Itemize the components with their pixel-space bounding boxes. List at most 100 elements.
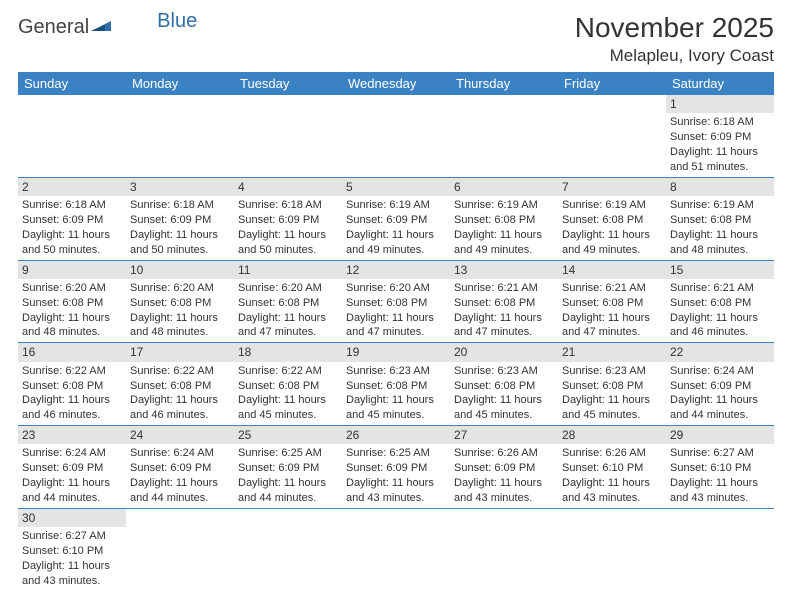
- day-details: Sunrise: 6:20 AMSunset: 6:08 PMDaylight:…: [234, 279, 342, 342]
- calendar-cell: 5Sunrise: 6:19 AMSunset: 6:09 PMDaylight…: [342, 177, 450, 260]
- day-details: Sunrise: 6:24 AMSunset: 6:09 PMDaylight:…: [126, 444, 234, 507]
- calendar-row: 2Sunrise: 6:18 AMSunset: 6:09 PMDaylight…: [18, 177, 774, 260]
- calendar-cell: 8Sunrise: 6:19 AMSunset: 6:08 PMDaylight…: [666, 177, 774, 260]
- day-details: Sunrise: 6:26 AMSunset: 6:09 PMDaylight:…: [450, 444, 558, 507]
- calendar-cell: 22Sunrise: 6:24 AMSunset: 6:09 PMDayligh…: [666, 343, 774, 426]
- calendar-cell: 2Sunrise: 6:18 AMSunset: 6:09 PMDaylight…: [18, 177, 126, 260]
- calendar-cell: 20Sunrise: 6:23 AMSunset: 6:08 PMDayligh…: [450, 343, 558, 426]
- calendar-row: 30Sunrise: 6:27 AMSunset: 6:10 PMDayligh…: [18, 508, 774, 590]
- day-details: Sunrise: 6:22 AMSunset: 6:08 PMDaylight:…: [126, 362, 234, 425]
- day-details: Sunrise: 6:18 AMSunset: 6:09 PMDaylight:…: [234, 196, 342, 259]
- calendar-cell: 13Sunrise: 6:21 AMSunset: 6:08 PMDayligh…: [450, 260, 558, 343]
- day-number: 19: [342, 343, 450, 361]
- calendar-cell: [342, 508, 450, 590]
- day-number: 2: [18, 178, 126, 196]
- day-details: Sunrise: 6:19 AMSunset: 6:08 PMDaylight:…: [558, 196, 666, 259]
- brand-part1: General: [18, 16, 89, 39]
- weekday-header-row: Sunday Monday Tuesday Wednesday Thursday…: [18, 72, 774, 95]
- day-details: Sunrise: 6:24 AMSunset: 6:09 PMDaylight:…: [666, 362, 774, 425]
- weekday-friday: Friday: [558, 72, 666, 95]
- calendar-cell: 4Sunrise: 6:18 AMSunset: 6:09 PMDaylight…: [234, 177, 342, 260]
- calendar-cell: 15Sunrise: 6:21 AMSunset: 6:08 PMDayligh…: [666, 260, 774, 343]
- calendar-grid: Sunday Monday Tuesday Wednesday Thursday…: [18, 72, 774, 591]
- day-details: Sunrise: 6:26 AMSunset: 6:10 PMDaylight:…: [558, 444, 666, 507]
- day-number: 24: [126, 426, 234, 444]
- day-details: Sunrise: 6:22 AMSunset: 6:08 PMDaylight:…: [234, 362, 342, 425]
- day-number: 4: [234, 178, 342, 196]
- day-details: Sunrise: 6:20 AMSunset: 6:08 PMDaylight:…: [18, 279, 126, 342]
- calendar-cell: [234, 95, 342, 177]
- calendar-cell: [450, 508, 558, 590]
- day-details: Sunrise: 6:21 AMSunset: 6:08 PMDaylight:…: [450, 279, 558, 342]
- location: Melapleu, Ivory Coast: [575, 46, 774, 66]
- calendar-cell: 25Sunrise: 6:25 AMSunset: 6:09 PMDayligh…: [234, 426, 342, 509]
- day-details: Sunrise: 6:22 AMSunset: 6:08 PMDaylight:…: [18, 362, 126, 425]
- weekday-tuesday: Tuesday: [234, 72, 342, 95]
- day-number: 27: [450, 426, 558, 444]
- calendar-row: 1Sunrise: 6:18 AMSunset: 6:09 PMDaylight…: [18, 95, 774, 177]
- calendar-cell: 1Sunrise: 6:18 AMSunset: 6:09 PMDaylight…: [666, 95, 774, 177]
- day-number: 30: [18, 509, 126, 527]
- header: General Blue November 2025 Melapleu, Ivo…: [18, 12, 774, 66]
- calendar-cell: [450, 95, 558, 177]
- day-details: Sunrise: 6:27 AMSunset: 6:10 PMDaylight:…: [18, 527, 126, 590]
- calendar-cell: 12Sunrise: 6:20 AMSunset: 6:08 PMDayligh…: [342, 260, 450, 343]
- weekday-sunday: Sunday: [18, 72, 126, 95]
- day-details: Sunrise: 6:24 AMSunset: 6:09 PMDaylight:…: [18, 444, 126, 507]
- day-details: Sunrise: 6:23 AMSunset: 6:08 PMDaylight:…: [342, 362, 450, 425]
- calendar-cell: 17Sunrise: 6:22 AMSunset: 6:08 PMDayligh…: [126, 343, 234, 426]
- day-number: 26: [342, 426, 450, 444]
- day-number: 29: [666, 426, 774, 444]
- calendar-cell: 9Sunrise: 6:20 AMSunset: 6:08 PMDaylight…: [18, 260, 126, 343]
- day-details: Sunrise: 6:19 AMSunset: 6:08 PMDaylight:…: [450, 196, 558, 259]
- day-details: Sunrise: 6:21 AMSunset: 6:08 PMDaylight:…: [558, 279, 666, 342]
- day-number: 5: [342, 178, 450, 196]
- day-number: 23: [18, 426, 126, 444]
- day-number: 22: [666, 343, 774, 361]
- day-details: Sunrise: 6:19 AMSunset: 6:09 PMDaylight:…: [342, 196, 450, 259]
- day-details: Sunrise: 6:25 AMSunset: 6:09 PMDaylight:…: [234, 444, 342, 507]
- day-number: 25: [234, 426, 342, 444]
- day-number: 18: [234, 343, 342, 361]
- day-number: 9: [18, 261, 126, 279]
- calendar-cell: 23Sunrise: 6:24 AMSunset: 6:09 PMDayligh…: [18, 426, 126, 509]
- day-number: 15: [666, 261, 774, 279]
- day-number: 3: [126, 178, 234, 196]
- weekday-monday: Monday: [126, 72, 234, 95]
- calendar-cell: [126, 95, 234, 177]
- title-block: November 2025 Melapleu, Ivory Coast: [575, 12, 774, 66]
- calendar-cell: 30Sunrise: 6:27 AMSunset: 6:10 PMDayligh…: [18, 508, 126, 590]
- day-details: Sunrise: 6:19 AMSunset: 6:08 PMDaylight:…: [666, 196, 774, 259]
- day-details: Sunrise: 6:18 AMSunset: 6:09 PMDaylight:…: [126, 196, 234, 259]
- day-number: 8: [666, 178, 774, 196]
- calendar-cell: 28Sunrise: 6:26 AMSunset: 6:10 PMDayligh…: [558, 426, 666, 509]
- calendar-cell: 10Sunrise: 6:20 AMSunset: 6:08 PMDayligh…: [126, 260, 234, 343]
- calendar-cell: 7Sunrise: 6:19 AMSunset: 6:08 PMDaylight…: [558, 177, 666, 260]
- calendar-cell: 26Sunrise: 6:25 AMSunset: 6:09 PMDayligh…: [342, 426, 450, 509]
- calendar-row: 16Sunrise: 6:22 AMSunset: 6:08 PMDayligh…: [18, 343, 774, 426]
- calendar-cell: 21Sunrise: 6:23 AMSunset: 6:08 PMDayligh…: [558, 343, 666, 426]
- weekday-wednesday: Wednesday: [342, 72, 450, 95]
- day-number: 11: [234, 261, 342, 279]
- brand-part2: Blue: [157, 10, 197, 33]
- day-details: Sunrise: 6:27 AMSunset: 6:10 PMDaylight:…: [666, 444, 774, 507]
- brand-flag-icon: [91, 17, 111, 38]
- calendar-cell: 6Sunrise: 6:19 AMSunset: 6:08 PMDaylight…: [450, 177, 558, 260]
- calendar-cell: [342, 95, 450, 177]
- weekday-saturday: Saturday: [666, 72, 774, 95]
- month-title: November 2025: [575, 12, 774, 44]
- day-number: 12: [342, 261, 450, 279]
- day-number: 14: [558, 261, 666, 279]
- day-details: Sunrise: 6:20 AMSunset: 6:08 PMDaylight:…: [342, 279, 450, 342]
- calendar-cell: 14Sunrise: 6:21 AMSunset: 6:08 PMDayligh…: [558, 260, 666, 343]
- day-number: 28: [558, 426, 666, 444]
- day-details: Sunrise: 6:23 AMSunset: 6:08 PMDaylight:…: [558, 362, 666, 425]
- calendar-cell: 19Sunrise: 6:23 AMSunset: 6:08 PMDayligh…: [342, 343, 450, 426]
- day-details: Sunrise: 6:18 AMSunset: 6:09 PMDaylight:…: [18, 196, 126, 259]
- day-number: 10: [126, 261, 234, 279]
- calendar-cell: [666, 508, 774, 590]
- calendar-cell: 24Sunrise: 6:24 AMSunset: 6:09 PMDayligh…: [126, 426, 234, 509]
- day-number: 20: [450, 343, 558, 361]
- day-number: 16: [18, 343, 126, 361]
- day-details: Sunrise: 6:18 AMSunset: 6:09 PMDaylight:…: [666, 113, 774, 176]
